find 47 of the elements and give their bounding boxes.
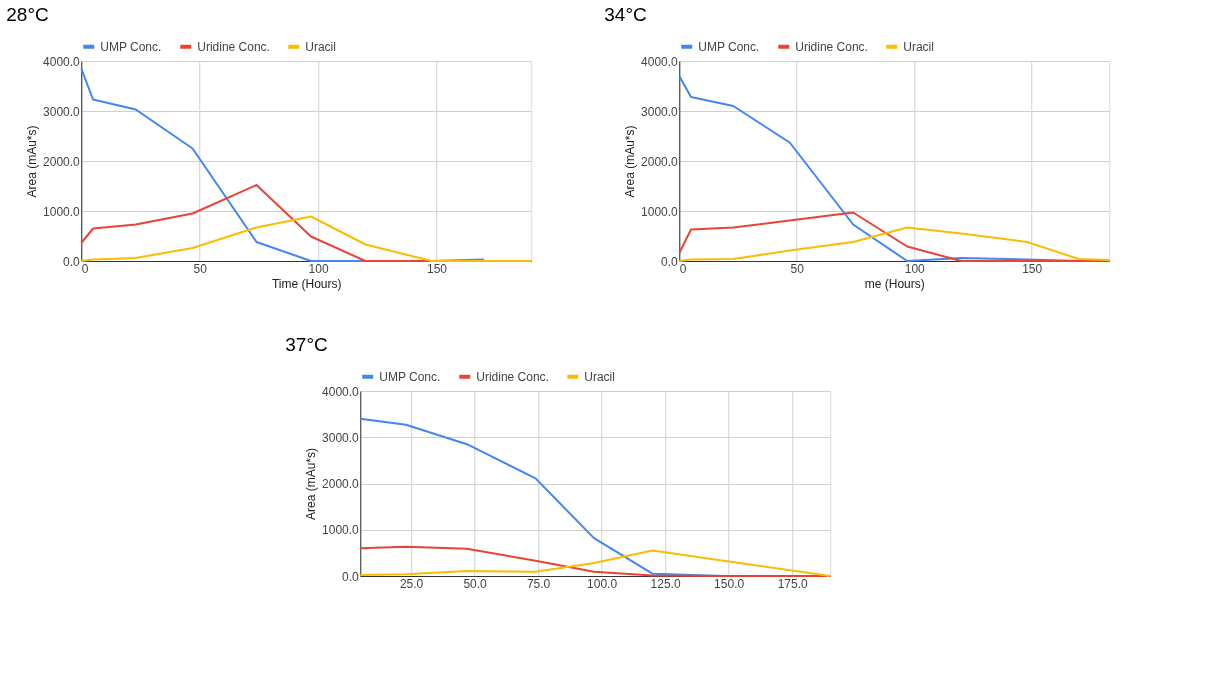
y-tick-label: 3000.0: [322, 430, 360, 445]
y-tick-label: 4000.0: [322, 384, 360, 399]
x-tick-label: 0: [81, 261, 89, 276]
y-tick-label: 0.0: [342, 569, 360, 584]
y-tick-label: 0.0: [63, 254, 81, 269]
chart-title: 34°C: [604, 4, 647, 25]
x-tick-label: 125.0: [650, 576, 681, 591]
legend-label: Uridine Conc.: [197, 39, 270, 54]
x-tick-label: 150: [427, 261, 448, 276]
x-tick-label: 0: [679, 261, 687, 276]
x-tick-label: 100: [904, 261, 926, 276]
legend-label: Uracil: [584, 369, 615, 384]
y-tick-label: 4000.0: [43, 54, 81, 69]
legend-label: UMP Conc.: [100, 39, 162, 54]
legend-label: UMP Conc.: [698, 39, 760, 54]
x-tick-label: 25.0: [399, 576, 424, 591]
y-tick-label: 2000.0: [322, 477, 360, 491]
y-tick-label: 2000.0: [641, 154, 679, 169]
chart-title: 37°C: [285, 334, 328, 355]
y-tick-label: 2000.0: [43, 154, 81, 169]
y-axis-title: Area (mAu*s): [25, 125, 40, 198]
y-tick-label: 1000.0: [43, 204, 81, 219]
y-tick-label: 3000.0: [43, 104, 81, 119]
x-tick-label: 100.0: [587, 576, 618, 591]
chart-title: 28°C: [6, 4, 49, 25]
y-tick-label: 1000.0: [322, 523, 360, 538]
x-tick-label: 50.0: [463, 576, 488, 591]
y-tick-label: 3000.0: [641, 104, 679, 119]
legend-label: Uridine Conc.: [476, 369, 549, 384]
x-tick-label: 150.0: [714, 576, 745, 591]
y-tick-label: 0.0: [661, 254, 679, 269]
y-axis-title: Area (mAu*s): [304, 447, 319, 521]
x-tick-label: 150: [1022, 261, 1043, 276]
y-tick-label: 1000.0: [641, 204, 679, 219]
legend-label: Uracil: [903, 39, 934, 54]
legend-label: UMP Conc.: [379, 369, 441, 384]
x-axis-title: Time (Hours): [271, 276, 342, 291]
x-tick-label: 175.0: [777, 576, 808, 591]
legend-label: Uracil: [305, 39, 336, 54]
y-axis-title: Area (mAu*s): [623, 125, 638, 198]
x-tick-label: 50: [193, 261, 208, 276]
x-tick-label: 100: [308, 261, 329, 276]
legend-label: Uridine Conc.: [795, 39, 868, 54]
x-axis-title: me (Hours): [864, 276, 925, 291]
y-tick-label: 4000.0: [641, 54, 679, 69]
x-tick-label: 75.0: [526, 576, 551, 591]
x-tick-label: 50: [790, 261, 805, 276]
